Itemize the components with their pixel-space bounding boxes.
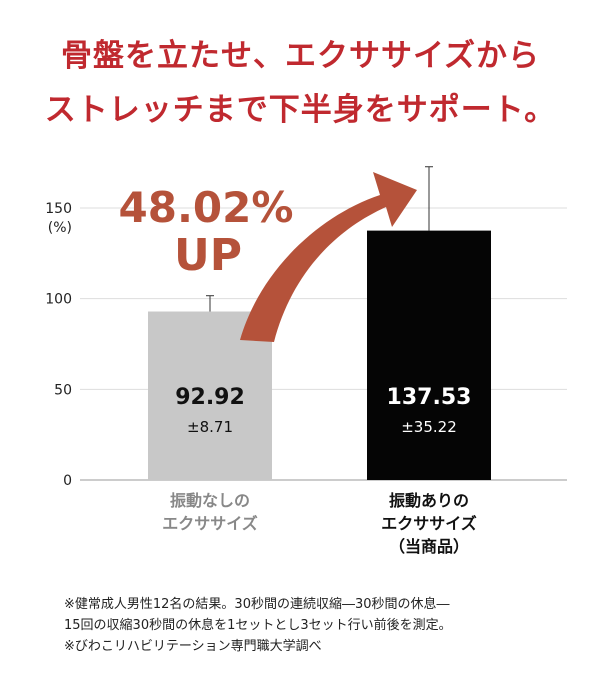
category-label-2-line-3: （当商品） — [389, 537, 469, 556]
value-label-2: 137.53 — [387, 385, 472, 410]
y-tick-label-150: 150 — [45, 201, 72, 217]
footnote-line-1: ※健常成人男性12名の結果。30秒間の連続収縮―30秒間の休息― — [64, 597, 450, 612]
footnote-line-2: 15回の収縮30秒間の休息を1セットとし3セット行い前後を測定。 — [64, 618, 452, 633]
footnotes: ※健常成人男性12名の結果。30秒間の連続収縮―30秒間の休息― 15回の収縮3… — [64, 594, 594, 657]
value-label-1: 92.92 — [175, 385, 245, 410]
increase-percent: 48.02% — [119, 183, 294, 232]
up-arrow — [240, 172, 417, 342]
footnote-line-3: ※びわこリハビリテーション専門職大学調べ — [64, 639, 322, 654]
y-tick-label-50: 50 — [54, 382, 72, 398]
bar-2 — [367, 230, 491, 480]
error-label-1: ±8.71 — [187, 418, 233, 436]
y-tick-label-0: 0 — [63, 473, 72, 489]
category-label-1-line-1: 振動なしの — [170, 491, 250, 510]
error-label-2: ±35.22 — [401, 418, 457, 436]
headline-line-2: ストレッチまで下半身をサポート。 — [44, 92, 557, 128]
category-label-1-line-2: エクササイズ — [162, 514, 258, 533]
headline-line-1: 骨盤を立たせ、エクササイズから — [60, 38, 541, 74]
y-tick-label-100: 100 — [45, 292, 72, 308]
category-label-2-line-2: エクササイズ — [381, 514, 477, 533]
increase-up-label: UP — [174, 230, 242, 281]
y-axis-label: (%) — [48, 220, 72, 236]
category-label-2-line-1: 振動ありの — [389, 491, 469, 510]
